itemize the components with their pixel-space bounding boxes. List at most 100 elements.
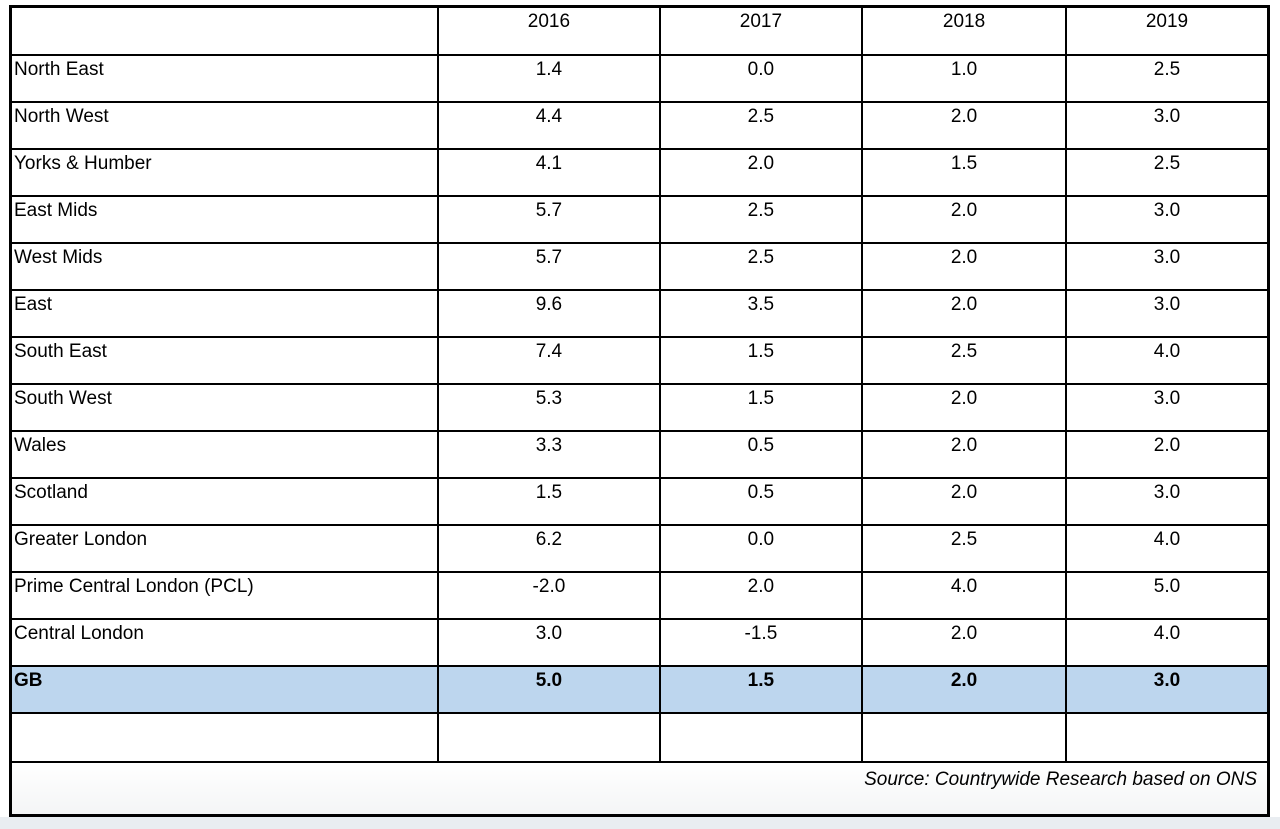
row-label: East xyxy=(9,289,440,338)
cell-2017: 1.5 xyxy=(658,336,864,385)
cell-2016: 5.0 xyxy=(437,665,661,714)
cell-2016: 5.7 xyxy=(437,242,661,291)
header-year-2016: 2016 xyxy=(437,5,661,56)
table-row-west-mids: West Mids 5.7 2.5 2.0 3.0 xyxy=(9,242,1270,291)
table-row-wales: Wales 3.3 0.5 2.0 2.0 xyxy=(9,430,1270,479)
table-row-yorks-humber: Yorks & Humber 4.1 2.0 1.5 2.5 xyxy=(9,148,1270,197)
table-row-east-mids: East Mids 5.7 2.5 2.0 3.0 xyxy=(9,195,1270,244)
empty-cell xyxy=(1064,712,1270,763)
table-row-north-west: North West 4.4 2.5 2.0 3.0 xyxy=(9,101,1270,150)
cell-2018: 1.0 xyxy=(861,54,1067,103)
empty-cell xyxy=(861,712,1067,763)
row-label: GB xyxy=(9,665,440,714)
header-year-2019: 2019 xyxy=(1064,5,1270,56)
cell-2019: 3.0 xyxy=(1064,477,1270,526)
cell-2017: 1.5 xyxy=(658,383,864,432)
cell-2018: 2.0 xyxy=(861,383,1067,432)
regional-forecast-table: 2016 2017 2018 2019 North East 1.4 0.0 1… xyxy=(9,5,1270,817)
cell-2017: 0.5 xyxy=(658,430,864,479)
cell-2017: 3.5 xyxy=(658,289,864,338)
cell-2016: -2.0 xyxy=(437,571,661,620)
cell-2016: 7.4 xyxy=(437,336,661,385)
cell-2017: -1.5 xyxy=(658,618,864,667)
table-row-south-west: South West 5.3 1.5 2.0 3.0 xyxy=(9,383,1270,432)
cell-2017: 0.0 xyxy=(658,54,864,103)
cell-2019: 2.5 xyxy=(1064,148,1270,197)
cell-2018: 2.5 xyxy=(861,524,1067,573)
cell-2019: 4.0 xyxy=(1064,618,1270,667)
cell-2018: 4.0 xyxy=(861,571,1067,620)
header-year-2018: 2018 xyxy=(861,5,1067,56)
cell-2016: 5.7 xyxy=(437,195,661,244)
empty-cell xyxy=(9,712,440,763)
cell-2017: 2.5 xyxy=(658,195,864,244)
table-row-gb-total: GB 5.0 1.5 2.0 3.0 xyxy=(9,665,1270,714)
cell-2016: 4.1 xyxy=(437,148,661,197)
table-row-greater-london: Greater London 6.2 0.0 2.5 4.0 xyxy=(9,524,1270,573)
cell-2018: 2.0 xyxy=(861,242,1067,291)
source-row: Source: Countrywide Research based on ON… xyxy=(9,761,1270,817)
cell-2017: 1.5 xyxy=(658,665,864,714)
cell-2019: 3.0 xyxy=(1064,289,1270,338)
cell-2016: 3.3 xyxy=(437,430,661,479)
cell-2019: 3.0 xyxy=(1064,195,1270,244)
row-label: North East xyxy=(9,54,440,103)
row-label: West Mids xyxy=(9,242,440,291)
cell-2019: 3.0 xyxy=(1064,242,1270,291)
table-row-south-east: South East 7.4 1.5 2.5 4.0 xyxy=(9,336,1270,385)
cell-2018: 2.0 xyxy=(861,101,1067,150)
cell-2017: 2.5 xyxy=(658,101,864,150)
cell-2019: 4.0 xyxy=(1064,524,1270,573)
row-label: Wales xyxy=(9,430,440,479)
row-label: Yorks & Humber xyxy=(9,148,440,197)
table-row-north-east: North East 1.4 0.0 1.0 2.5 xyxy=(9,54,1270,103)
row-label: East Mids xyxy=(9,195,440,244)
source-credit: Source: Countrywide Research based on ON… xyxy=(9,761,1270,817)
cell-2016: 3.0 xyxy=(437,618,661,667)
cell-2018: 2.0 xyxy=(861,665,1067,714)
cell-2018: 2.0 xyxy=(861,430,1067,479)
row-label: Scotland xyxy=(9,477,440,526)
cell-2018: 1.5 xyxy=(861,148,1067,197)
page-bottom-strip xyxy=(0,817,1280,829)
table-row-prime-central-london: Prime Central London (PCL) -2.0 2.0 4.0 … xyxy=(9,571,1270,620)
header-year-2017: 2017 xyxy=(658,5,864,56)
row-label: Prime Central London (PCL) xyxy=(9,571,440,620)
row-label: South East xyxy=(9,336,440,385)
cell-2019: 3.0 xyxy=(1064,383,1270,432)
table-row-east: East 9.6 3.5 2.0 3.0 xyxy=(9,289,1270,338)
row-label: North West xyxy=(9,101,440,150)
cell-2017: 2.0 xyxy=(658,148,864,197)
empty-cell xyxy=(658,712,864,763)
cell-2016: 1.5 xyxy=(437,477,661,526)
cell-2017: 2.0 xyxy=(658,571,864,620)
header-empty-cell xyxy=(9,5,440,56)
empty-cell xyxy=(437,712,661,763)
cell-2018: 2.5 xyxy=(861,336,1067,385)
header-row: 2016 2017 2018 2019 xyxy=(9,5,1270,56)
cell-2018: 2.0 xyxy=(861,477,1067,526)
cell-2018: 2.0 xyxy=(861,195,1067,244)
cell-2017: 0.0 xyxy=(658,524,864,573)
cell-2019: 4.0 xyxy=(1064,336,1270,385)
cell-2016: 1.4 xyxy=(437,54,661,103)
table-row-central-london: Central London 3.0 -1.5 2.0 4.0 xyxy=(9,618,1270,667)
row-label: South West xyxy=(9,383,440,432)
cell-2016: 5.3 xyxy=(437,383,661,432)
cell-2017: 2.5 xyxy=(658,242,864,291)
cell-2019: 2.5 xyxy=(1064,54,1270,103)
cell-2017: 0.5 xyxy=(658,477,864,526)
cell-2016: 9.6 xyxy=(437,289,661,338)
cell-2019: 5.0 xyxy=(1064,571,1270,620)
cell-2018: 2.0 xyxy=(861,618,1067,667)
cell-2016: 6.2 xyxy=(437,524,661,573)
row-label: Central London xyxy=(9,618,440,667)
empty-row xyxy=(9,712,1270,763)
cell-2019: 3.0 xyxy=(1064,101,1270,150)
row-label: Greater London xyxy=(9,524,440,573)
cell-2019: 2.0 xyxy=(1064,430,1270,479)
cell-2019: 3.0 xyxy=(1064,665,1270,714)
cell-2018: 2.0 xyxy=(861,289,1067,338)
table-row-scotland: Scotland 1.5 0.5 2.0 3.0 xyxy=(9,477,1270,526)
